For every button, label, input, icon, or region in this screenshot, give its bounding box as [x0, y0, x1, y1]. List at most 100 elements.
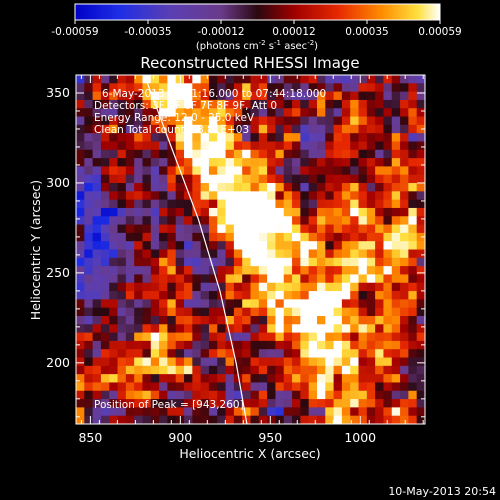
heatmap-cell — [125, 149, 135, 159]
heatmap-cell — [300, 174, 310, 184]
heatmap-cell — [217, 141, 227, 151]
heatmap-cell — [316, 199, 326, 209]
heatmap-cell — [225, 91, 235, 101]
heatmap-cell — [366, 224, 376, 234]
heatmap-cell — [267, 324, 277, 334]
heatmap-cell — [125, 124, 135, 134]
heatmap-cell — [250, 116, 260, 126]
heatmap-cell — [366, 315, 376, 325]
heatmap-cell — [76, 207, 85, 217]
heatmap-cell — [92, 158, 102, 168]
heatmap-cell — [400, 249, 409, 259]
heatmap-cell — [233, 407, 243, 417]
heatmap-cell — [325, 75, 335, 84]
heatmap-cell — [325, 108, 335, 118]
heatmap-cell — [316, 124, 326, 134]
heatmap-cell — [300, 191, 310, 201]
heatmap-cell — [159, 291, 169, 300]
heatmap-cell — [134, 199, 144, 209]
heatmap-cell — [250, 307, 260, 317]
heatmap-cell — [117, 232, 127, 242]
heatmap-cell — [258, 415, 268, 424]
heatmap-cell — [233, 340, 243, 350]
heatmap-cell — [125, 274, 135, 284]
heatmap-cell — [192, 108, 202, 118]
heatmap-cell — [125, 332, 135, 342]
heatmap-cell — [217, 307, 227, 317]
heatmap-cell — [383, 374, 393, 384]
heatmap-cell — [233, 415, 243, 424]
heatmap-cell — [333, 124, 343, 134]
heatmap-cell — [283, 257, 293, 267]
heatmap-cell — [375, 183, 385, 192]
heatmap-cell — [217, 133, 227, 143]
heatmap-cell — [100, 374, 110, 384]
heatmap-cell — [175, 282, 185, 292]
heatmap-cell — [84, 315, 94, 325]
heatmap-cell — [316, 116, 326, 126]
heatmap-cell — [416, 199, 425, 209]
heatmap-cell — [350, 191, 360, 201]
heatmap-cell — [300, 274, 310, 284]
heatmap-cell — [316, 266, 326, 276]
heatmap-cell — [242, 340, 252, 350]
heatmap-cell — [391, 191, 401, 201]
heatmap-cell — [341, 266, 351, 276]
heatmap-cell — [200, 415, 210, 424]
heatmap-cell — [134, 207, 144, 217]
heatmap-cell — [408, 249, 418, 259]
heatmap-cell — [117, 382, 127, 392]
heatmap-cell — [366, 207, 376, 217]
heatmap-cell — [175, 357, 185, 367]
heatmap-cell — [308, 299, 318, 309]
heatmap-cell — [117, 207, 127, 217]
heatmap-cell — [341, 133, 351, 143]
heatmap-cell — [383, 291, 393, 300]
heatmap-cell — [308, 324, 318, 334]
heatmap-cell — [92, 116, 102, 126]
heatmap-cell — [375, 141, 385, 151]
heatmap-cell — [283, 415, 293, 424]
heatmap-cell — [175, 174, 185, 184]
heatmap-cell — [333, 166, 343, 176]
heatmap-cell — [200, 191, 210, 201]
heatmap-cell — [100, 199, 110, 209]
heatmap-cell — [117, 83, 127, 93]
heatmap-cell — [300, 91, 310, 101]
heatmap-cell — [175, 349, 185, 359]
heatmap-cell — [400, 382, 409, 392]
heatmap-cell — [300, 183, 310, 192]
heatmap-cell — [275, 282, 285, 292]
heatmap-cell — [208, 357, 218, 367]
heatmap-cell — [225, 349, 235, 359]
heatmap-cell — [391, 241, 401, 251]
heatmap-cell — [242, 291, 252, 300]
heatmap-cell — [325, 133, 335, 143]
heatmap-cell — [208, 91, 218, 101]
heatmap-cell — [275, 332, 285, 342]
heatmap-cell — [391, 299, 401, 309]
heatmap-cell — [117, 390, 127, 400]
heatmap-cell — [258, 349, 268, 359]
x-axis-label: Heliocentric X (arcsec) — [179, 446, 320, 461]
heatmap-cell — [159, 149, 169, 159]
heatmap-cell — [292, 274, 301, 284]
heatmap-cell — [142, 224, 152, 234]
heatmap-cell — [416, 407, 425, 417]
heatmap-cell — [416, 116, 425, 126]
heatmap-cell — [217, 124, 227, 134]
heatmap-cell — [250, 191, 260, 201]
heatmap-cell — [109, 199, 119, 209]
heatmap-cell — [375, 116, 385, 126]
heatmap-cell — [184, 349, 193, 359]
x-axis-tick-labels: 850 900 950 1000 — [78, 430, 376, 445]
heatmap-cell — [308, 108, 318, 118]
heatmap-cell — [308, 340, 318, 350]
heatmap-cell — [325, 241, 335, 251]
heatmap-cell — [142, 116, 152, 126]
heatmap-cell — [242, 91, 252, 101]
heatmap-cell — [416, 324, 425, 334]
heatmap-cell — [109, 191, 119, 201]
heatmap-cell — [76, 116, 85, 126]
heatmap-cell — [366, 282, 376, 292]
